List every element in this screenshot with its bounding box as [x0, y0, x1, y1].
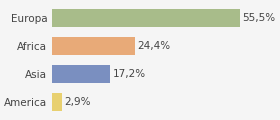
Text: 24,4%: 24,4%: [137, 41, 171, 51]
Text: 55,5%: 55,5%: [242, 13, 276, 23]
Text: 2,9%: 2,9%: [65, 97, 91, 107]
Bar: [52, 65, 110, 83]
Bar: [52, 93, 62, 111]
Text: 17,2%: 17,2%: [113, 69, 146, 79]
Bar: [52, 37, 135, 55]
Bar: [52, 9, 240, 27]
